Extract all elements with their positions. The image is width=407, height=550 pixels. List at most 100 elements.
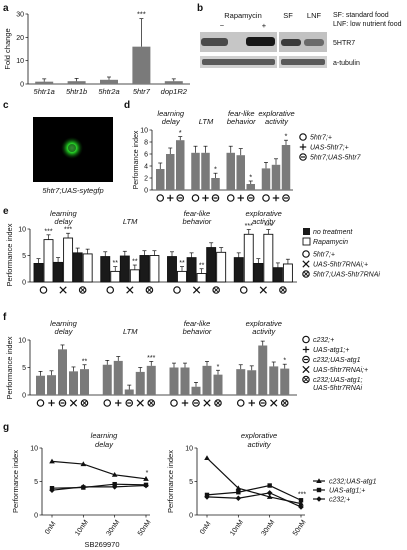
panel-d-bar (261, 168, 271, 190)
panel-e-group-title: activity (252, 217, 276, 226)
panel-e-group-title: explorative (245, 209, 281, 218)
panel-f-group-title: delay (55, 327, 74, 336)
panel-g-x-tick-label: 30nM (261, 519, 277, 537)
panel-f-group-title: activity (252, 327, 276, 336)
panel-e-bar (167, 256, 177, 283)
panel-d-bar (201, 152, 210, 190)
panel-e-bar (53, 261, 64, 283)
panel-d-bar (236, 155, 245, 190)
panel-f-genotype-marker (69, 399, 78, 407)
panel-e-y-tick-label: 10 (18, 227, 26, 234)
panel-d-y-tick-label: 6 (144, 152, 148, 159)
panel-d-legend-marker (299, 133, 307, 141)
panel-g-x-tick-label: 10nM (74, 519, 90, 537)
panel-f-legend-marker (302, 355, 310, 364)
panel-f-genotype-marker (280, 399, 289, 407)
panel-f-genotype-marker (258, 399, 267, 407)
panel-g-subplot-title: explorative (241, 431, 277, 440)
panel-f-genotype-marker (149, 400, 154, 406)
panel-a-bar (67, 81, 86, 84)
panel-e-legend-label: 5htr7;UAS-5htr7RNAi (313, 272, 380, 279)
panel-f-bar (202, 365, 212, 395)
panel-g-point (235, 485, 242, 491)
panel-f-bar (58, 349, 67, 395)
panel-g-series-line (51, 483, 147, 489)
panel-e-genotype-marker (192, 286, 201, 294)
panel-g0-y-tick-label: 0 (34, 513, 38, 520)
blot-band-minus (201, 38, 228, 46)
panel-f-bar (269, 366, 279, 395)
panel-e-genotype-marker (59, 286, 67, 294)
panel-f-bar (280, 368, 290, 395)
panel-e-group-title: fear-like (184, 209, 211, 218)
panel-e-bar (263, 233, 274, 283)
micrograph: 5htr7;UAS-sytegfp (33, 117, 113, 195)
panel-g-point (204, 494, 210, 500)
panel-f-legend-label: UAS-atg1;+ (313, 347, 349, 354)
panel-a-y-tick-label: 20 (16, 35, 24, 42)
panel-e-bar (196, 273, 207, 283)
panel-f-genotype-marker (170, 399, 178, 407)
panel-e-legend-label: no treatment (313, 229, 353, 236)
panel-d-significance: * (214, 165, 217, 174)
panel-b-letter: b (197, 3, 203, 14)
panel-g-x-tick-label: 0nM (199, 520, 213, 535)
panel-g-x-tick-label: 30nM (106, 519, 122, 537)
panel-d-significance: * (285, 132, 288, 141)
panel-a-letter: a (3, 3, 9, 14)
panel-e-legend-label: Rapamycin (313, 239, 348, 246)
panel-e-bar (119, 255, 130, 283)
panel-e-bar (233, 257, 244, 283)
panel-e-genotype-marker (212, 286, 220, 294)
panel-e-bar (100, 256, 111, 283)
panel-d-y-tick-label: 2 (144, 176, 148, 183)
panel-g-legend-label: c232;+ (329, 497, 350, 504)
panel-e-significance: ** (113, 260, 119, 267)
panel-e-significance: *** (245, 223, 253, 230)
blot-sf-label: SF (283, 11, 293, 20)
blot-band1-label: 5HTR7 (333, 40, 355, 47)
panel-g-point (236, 490, 241, 495)
panel-d-group-title: activity (265, 117, 289, 126)
panel-f-genotype-marker (192, 399, 200, 407)
panel-e-genotype-marker (39, 286, 48, 294)
panel-d-y-tick-label: 10 (140, 128, 148, 135)
panel-d-bar (176, 140, 185, 190)
panel-d-bar (166, 154, 175, 190)
panel-f-bar (36, 375, 45, 395)
blot-legend-lnf: LNF: low nutrient food (333, 21, 402, 28)
blot-tubulin-band-2 (281, 59, 325, 65)
micrograph-caption: 5htr7;UAS-sytegfp (42, 186, 103, 195)
panel-f-group-title: explorative (246, 319, 282, 328)
panel-g-x-tick-label: 50nM (292, 519, 308, 537)
panel-d-bar (281, 145, 291, 190)
panel-g-point (80, 461, 87, 467)
panel-f-genotype-marker (58, 399, 67, 407)
panel-f-group-title: LTM (123, 327, 138, 336)
panel-e-legend-swatch (302, 237, 311, 246)
panel-e-genotype-marker (78, 286, 87, 294)
blot-band2-label: a-tubulin (333, 60, 360, 67)
panel-f-letter: f (3, 312, 7, 323)
blot-band-plus (246, 37, 275, 46)
panel-e-group-title: learning (50, 209, 78, 218)
panel-d-legend-label: UAS-5htr7;+ (310, 145, 349, 152)
panel-g-y-label: Performance index (166, 450, 175, 513)
panel-g-point (298, 500, 304, 506)
panel-f-legend-marker (302, 365, 310, 374)
panel-g-y-label: Performance index (11, 450, 20, 513)
panel-f-bar (169, 367, 179, 395)
panel-f-bar (236, 369, 246, 395)
panel-f-genotype-marker (147, 399, 156, 407)
panel-g1-y-tick-label: 10 (185, 446, 193, 453)
panel-g-x-tick-label: 10nM (229, 519, 245, 537)
panel-g-x-tick-label: 0nM (44, 520, 58, 535)
panel-e-genotype-marker (173, 286, 181, 294)
panel-e-genotype-marker (239, 286, 248, 294)
panel-g-letter: g (3, 422, 9, 433)
panel-g-point (267, 483, 272, 488)
panel-g-point (143, 482, 149, 489)
panel-f-bar (247, 370, 257, 395)
